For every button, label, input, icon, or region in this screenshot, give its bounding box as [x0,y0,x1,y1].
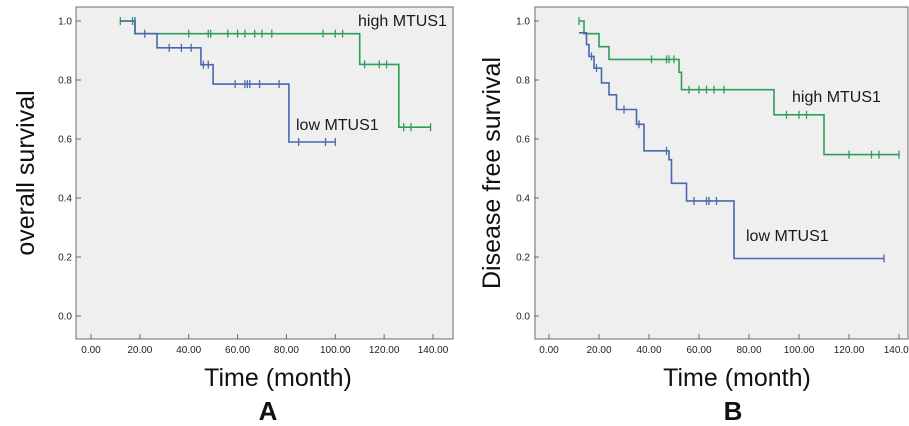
y-tick-label: 0.8 [58,76,72,87]
panel-b: 0.0 0.2 0.4 0.6 0.8 1.0 0.00 20.00 40.00 60.00 80… [478,6,909,426]
y-tick-label: 0.0 [516,312,530,323]
x-tick-label: 60.00 [225,345,250,356]
plot-area [75,6,454,340]
y-tick-label: 0.0 [58,312,72,323]
y-tick-label: 0.8 [516,76,530,87]
x-tick-label: 40.00 [636,345,661,356]
annotation-low-mtus1: low MTUS1 [296,117,379,134]
y-axis-title: overall survival [12,90,40,255]
annotation-low-mtus1: low MTUS1 [746,228,829,245]
x-axis-title: Time (month) [663,364,811,392]
x-tick-label: 0.00 [81,345,101,356]
y-tick-label: 1.0 [58,17,72,28]
y-tick-label: 0.6 [516,135,530,146]
y-tick-label: 0.2 [58,253,72,264]
x-tick-label: 100.00 [784,345,815,356]
y-tick-label: 0.4 [58,194,72,205]
y-tick-label: 0.2 [516,253,530,264]
y-tick-label: 0.4 [516,194,530,205]
plot-area [534,6,909,340]
x-axis-title: Time (month) [204,364,352,392]
x-tick-label: 140.00 [884,345,909,356]
x-tick-label: 80.00 [736,345,761,356]
x-tick-label: 60.00 [686,345,711,356]
x-tick-label: 80.00 [274,345,299,356]
y-tick-label: 0.6 [58,135,72,146]
panel-label-a: A [259,396,278,426]
x-tick-label: 20.00 [127,345,152,356]
y-tick-label: 1.0 [516,17,530,28]
survival-curves [119,17,432,146]
x-tick-label: 20.00 [586,345,611,356]
y-axis-ticks: 0.0 0.2 0.4 0.6 0.8 1.0 [516,17,539,323]
x-tick-label: 40.00 [176,345,201,356]
y-axis-ticks: 0.0 0.2 0.4 0.6 0.8 1.0 [58,17,81,323]
x-tick-label: 140.00 [418,345,449,356]
panel-label-b: B [724,396,743,426]
panel-a: 0.0 0.2 0.4 0.6 0.8 1.0 0.00 20.00 40.00 60.00 80… [12,6,454,426]
x-tick-label: 0.00 [539,345,559,356]
series-line-low-mtus1 [579,31,884,260]
x-axis-ticks: 0.00 20.00 40.00 60.00 80.00 100.00 120.00 140.… [539,334,909,356]
x-tick-label: 100.00 [320,345,351,356]
survival-curves [578,17,900,263]
x-axis-ticks: 0.00 20.00 40.00 60.00 80.00 100.00 120.00 140.… [81,334,449,356]
series-line-low-mtus1 [120,20,336,143]
annotation-high-mtus1: high MTUS1 [792,89,881,106]
annotation-high-mtus1: high MTUS1 [358,13,447,30]
x-tick-label: 120.00 [834,345,865,356]
y-axis-title: Disease free survival [478,57,506,289]
x-tick-label: 120.00 [369,345,400,356]
